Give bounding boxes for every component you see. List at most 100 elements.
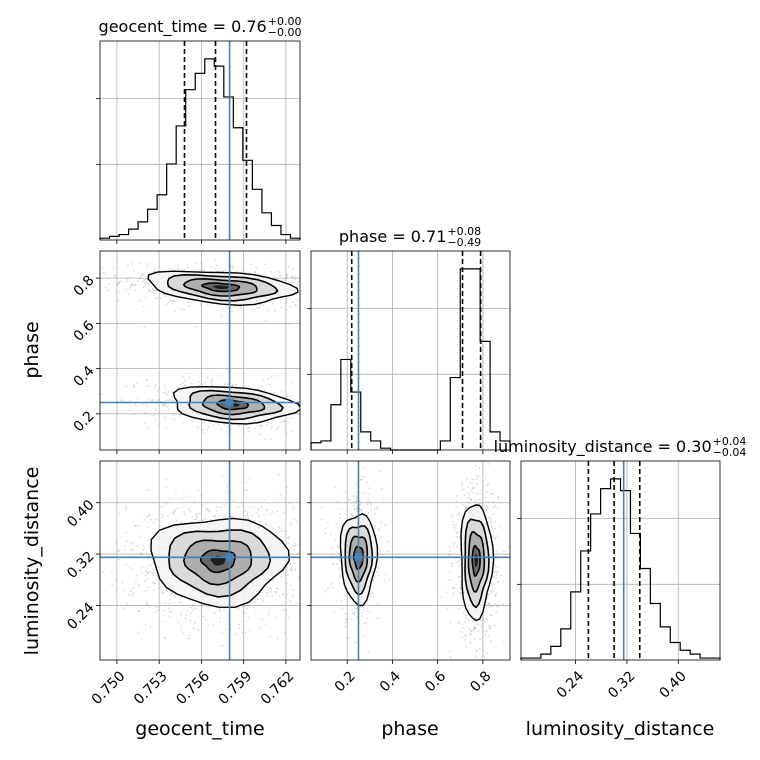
sample-point [488,627,491,630]
sample-point [495,570,498,573]
sample-point [164,403,167,405]
sample-point [493,536,496,539]
sample-point [166,405,169,408]
sample-point [270,427,273,430]
sample-point [180,628,183,630]
sample-point [131,587,134,589]
sample-point [496,507,499,509]
sample-point [213,267,216,270]
sample-point [154,408,157,411]
sample-point [285,276,288,278]
sample-point [330,551,332,553]
x-tick-label: 0.6 [422,668,449,695]
sample-point [494,520,497,523]
sample-point [338,296,340,298]
sample-point [467,619,470,622]
sample-point [199,269,202,272]
sample-point [347,498,350,501]
sample-point [477,499,480,502]
sample-point [309,524,311,526]
sample-point [194,262,197,265]
sample-point [147,514,150,517]
sample-point [337,285,339,287]
sample-point [463,494,466,497]
sample-point [243,612,246,615]
sample-point [291,301,294,304]
sample-point [230,516,233,519]
sample-point [292,545,295,548]
sample-point [258,307,261,310]
sample-point [465,506,468,508]
title-minus: −0.49 [447,236,481,249]
sample-point [294,275,297,278]
sample-point [117,550,120,553]
title-plus: +0.00 [268,15,302,28]
sample-point [306,303,308,305]
sample-point [196,515,199,518]
sample-point [154,582,156,585]
sample-point [306,300,308,302]
sample-point [290,521,293,524]
sample-point [345,618,347,621]
sample-point [125,531,128,534]
sample-point [366,607,369,610]
sample-point [285,593,288,596]
sample-point [494,538,497,540]
sample-point [207,623,210,626]
sample-point [499,525,502,528]
sample-point [324,590,327,593]
title-plus: +0.08 [447,225,481,238]
sample-point [242,505,245,508]
sample-point [278,595,281,597]
sample-point [115,578,117,581]
sample-point [196,426,198,428]
sample-point [495,550,498,553]
sample-point [279,494,282,497]
sample-point [283,530,286,532]
sample-point [487,462,490,465]
sample-point [475,474,478,477]
sample-point [198,512,201,515]
sample-point [134,524,137,527]
sample-point [265,623,267,626]
sample-point [477,475,480,478]
sample-point [129,276,132,278]
sample-point [139,566,142,569]
truth-marker [354,553,363,562]
sample-point [167,408,170,411]
sample-point [175,519,178,522]
y-tick-label: 0.40 [64,497,97,530]
sample-point [377,528,379,530]
sample-point [268,309,270,311]
sample-point [336,584,338,586]
sample-point [465,634,468,637]
sample-point [333,486,336,488]
sample-point [355,507,358,509]
sample-point [340,574,343,577]
sample-point [347,637,350,639]
sample-point [283,420,285,423]
sample-point [183,511,186,513]
sample-point [129,590,132,593]
sample-point [304,400,306,402]
sample-point [445,591,448,594]
x-axis-label-phase: phase [381,718,438,740]
sample-point [475,499,477,502]
sample-point [172,418,175,421]
sample-point [270,587,272,589]
sample-point [152,571,155,574]
sample-point [502,580,505,582]
sample-point [490,639,492,642]
sample-point [446,553,449,555]
sample-point [451,516,454,519]
sample-point [287,616,290,619]
sample-point [367,493,370,496]
sample-point [353,613,356,616]
sample-point [172,512,175,514]
sample-point [276,428,278,431]
sample-point [126,540,129,543]
sample-point [231,310,234,313]
sample-point [270,271,273,273]
sample-point [285,582,288,585]
sample-point [161,505,163,508]
